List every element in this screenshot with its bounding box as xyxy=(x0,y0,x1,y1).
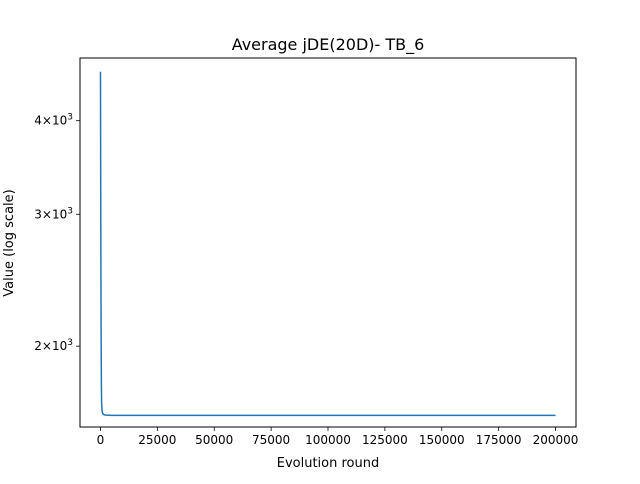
plot-frame xyxy=(79,57,577,428)
y-tick-label: 3×103 xyxy=(34,206,73,221)
x-axis: 0 25000 50000 75000 100000 125000 150000 175000… xyxy=(97,427,579,447)
x-tick-label: 175000 xyxy=(476,433,522,447)
x-tick-label: 0 xyxy=(97,433,105,447)
chart-title: Average jDE(20D)- TB_6 xyxy=(232,35,425,55)
x-tick-label: 150000 xyxy=(419,433,465,447)
y-axis-label: Value (log scale) xyxy=(2,189,17,296)
x-tick-label: 50000 xyxy=(195,433,233,447)
x-tick-label: 125000 xyxy=(362,433,408,447)
plot-area xyxy=(99,71,556,417)
y-tick-label: 2×103 xyxy=(34,338,73,353)
x-tick-label: 75000 xyxy=(252,433,290,447)
x-tick-label: 200000 xyxy=(533,433,579,447)
x-tick-label: 25000 xyxy=(138,433,176,447)
series-line-0 xyxy=(99,71,556,417)
y-tick-label: 4×103 xyxy=(34,113,73,128)
x-axis-label: Evolution round xyxy=(277,456,380,471)
x-tick-label: 100000 xyxy=(305,433,351,447)
y-axis: 2×103 3×103 4×103 xyxy=(34,113,80,353)
